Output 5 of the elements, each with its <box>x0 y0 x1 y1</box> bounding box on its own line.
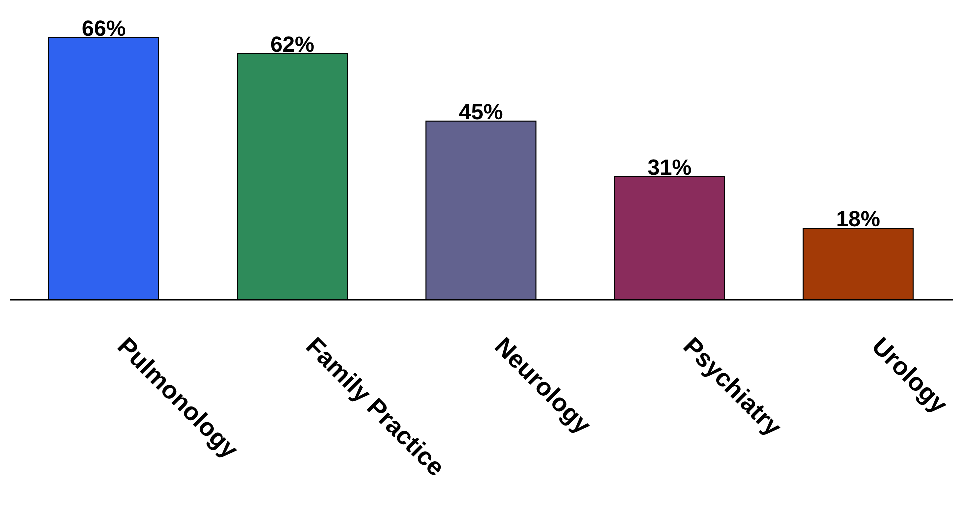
data-label: 62% <box>270 32 315 57</box>
data-label: 45% <box>459 99 504 124</box>
data-label: 18% <box>836 206 880 232</box>
data-label: 66% <box>82 16 126 41</box>
data-label: 31% <box>648 154 692 180</box>
